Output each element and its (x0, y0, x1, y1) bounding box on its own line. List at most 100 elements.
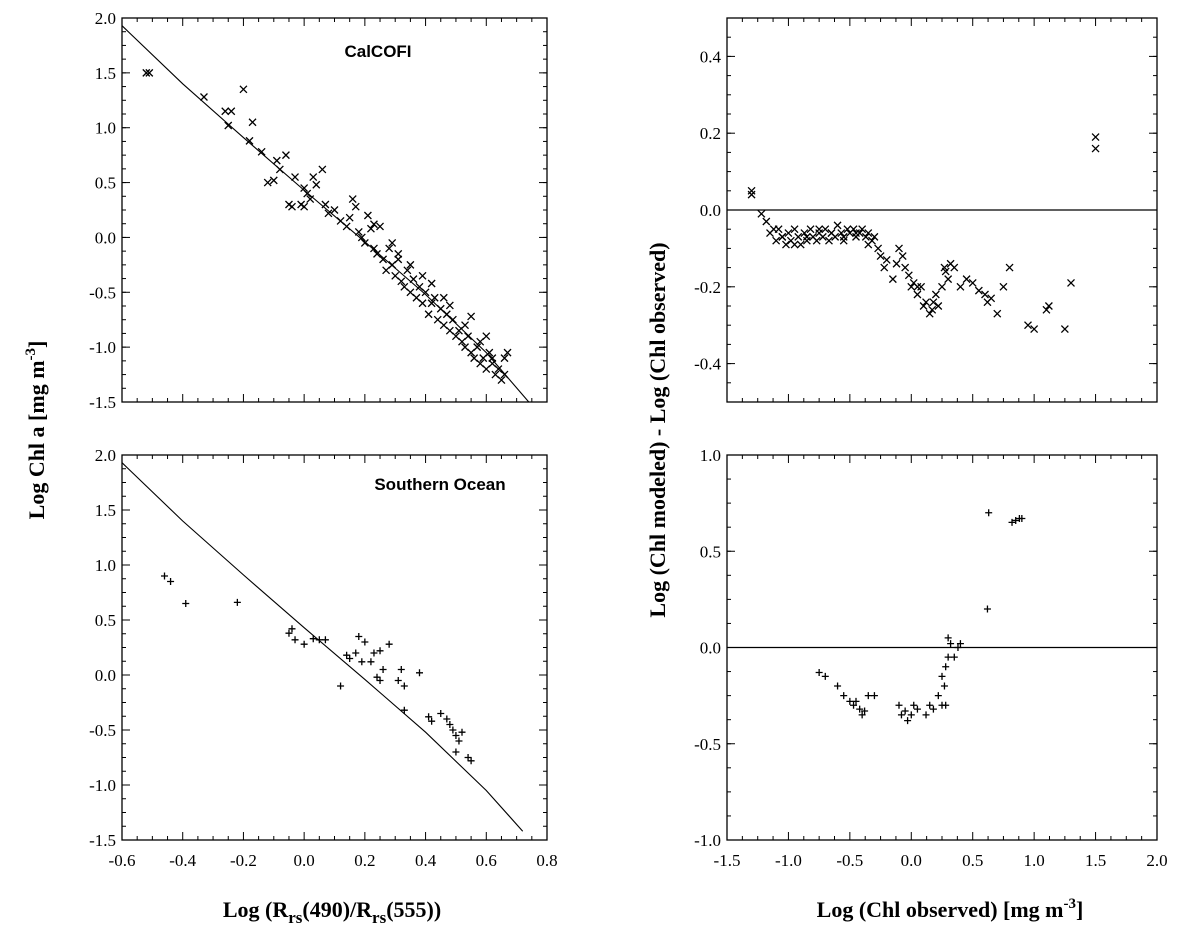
data-point (901, 707, 909, 715)
y-tick-label: 2.0 (95, 446, 116, 465)
data-point (938, 672, 946, 680)
data-point (931, 290, 940, 299)
data-point (870, 232, 879, 241)
left-y-axis-title: Log Chl a [mg m-3] (23, 341, 49, 520)
data-point (300, 640, 308, 648)
x-tick-label: -0.4 (169, 851, 196, 870)
data-point (421, 288, 430, 297)
data-point (288, 625, 296, 633)
data-point (1091, 144, 1100, 153)
panel-br: -1.0-0.50.00.51.0-1.5 -1.0 -0.5 0.0 0.5 1.0 1.… (694, 446, 1168, 870)
data-point (870, 692, 878, 700)
data-point (956, 282, 965, 291)
data-point (467, 312, 476, 321)
data-point (263, 178, 272, 187)
data-point (430, 293, 439, 302)
data-point (367, 658, 375, 666)
data-point (942, 663, 950, 671)
data-point (837, 229, 846, 237)
data-point (815, 225, 824, 234)
panel-title: CalCOFI (344, 42, 411, 61)
data-point (895, 244, 903, 253)
data-point (275, 165, 284, 174)
data-point (348, 195, 357, 203)
left-x-axis-title: Log (Rrs(490)/Rrs(555)) (223, 897, 441, 927)
data-point (357, 233, 366, 242)
data-point (416, 669, 423, 677)
panel-tl: -1.5 -1.0 -0.5 0.0 0.5 1.0 1.5 2.0 CalCOFI (89, 9, 548, 412)
data-point (913, 282, 922, 291)
data-point (467, 757, 475, 765)
data-point (925, 309, 934, 318)
data-points (815, 509, 1026, 725)
data-point (312, 180, 321, 189)
data-point (272, 156, 281, 165)
data-point (919, 302, 928, 310)
data-point (291, 173, 299, 182)
data-point (874, 244, 883, 253)
data-point (167, 578, 175, 585)
data-point (907, 711, 915, 719)
data-point (370, 244, 378, 253)
data-point (802, 236, 811, 245)
data-point (929, 705, 937, 713)
data-point (306, 195, 315, 203)
data-point (385, 640, 393, 648)
x-tick-label: 0.0 (901, 851, 922, 870)
data-point (1018, 515, 1026, 523)
data-point (366, 224, 375, 233)
data-point (394, 677, 402, 684)
data-point (161, 572, 168, 580)
x-tick-label: -0.2 (230, 851, 257, 870)
data-point (424, 310, 433, 319)
data-point (913, 705, 921, 713)
y-tick-label: 0.4 (700, 47, 722, 66)
data-point (910, 701, 918, 709)
data-point (245, 136, 254, 145)
data-point (882, 255, 891, 264)
x-tick-label: 1.5 (1085, 851, 1106, 870)
data-point (852, 229, 860, 237)
data-point (956, 640, 964, 648)
data-point (437, 710, 445, 717)
data-point (892, 259, 901, 268)
y-tick-label: -0.5 (89, 721, 116, 740)
data-point (461, 321, 469, 330)
data-point (443, 715, 451, 723)
model-curve (122, 25, 530, 402)
data-points (142, 68, 512, 385)
data-point (337, 682, 345, 690)
data-point (983, 605, 991, 613)
data-point (445, 301, 454, 310)
x-tick-label: 0.5 (962, 851, 983, 870)
data-point (281, 151, 290, 160)
data-point (373, 673, 381, 681)
data-point (904, 271, 913, 280)
data-point (403, 266, 412, 275)
data-point (1030, 325, 1039, 333)
data-point (800, 229, 809, 237)
data-point (397, 277, 406, 286)
data-point (355, 633, 363, 640)
x-tick-label: 0.0 (294, 851, 315, 870)
data-point (406, 260, 415, 269)
data-point (285, 629, 293, 637)
data-point (427, 299, 436, 308)
data-point (224, 121, 233, 130)
data-point (452, 732, 460, 739)
data-point (324, 209, 333, 218)
data-point (321, 636, 329, 644)
y-tick-label: -1.5 (89, 393, 116, 412)
data-point (858, 711, 866, 719)
data-point (757, 209, 766, 218)
data-point (485, 348, 494, 357)
data-point (221, 107, 230, 116)
data-point (846, 697, 854, 705)
data-point (500, 354, 509, 363)
data-point (922, 711, 930, 719)
data-point (944, 275, 953, 284)
data-point (821, 225, 830, 234)
data-point (318, 165, 327, 174)
data-point (385, 244, 394, 253)
